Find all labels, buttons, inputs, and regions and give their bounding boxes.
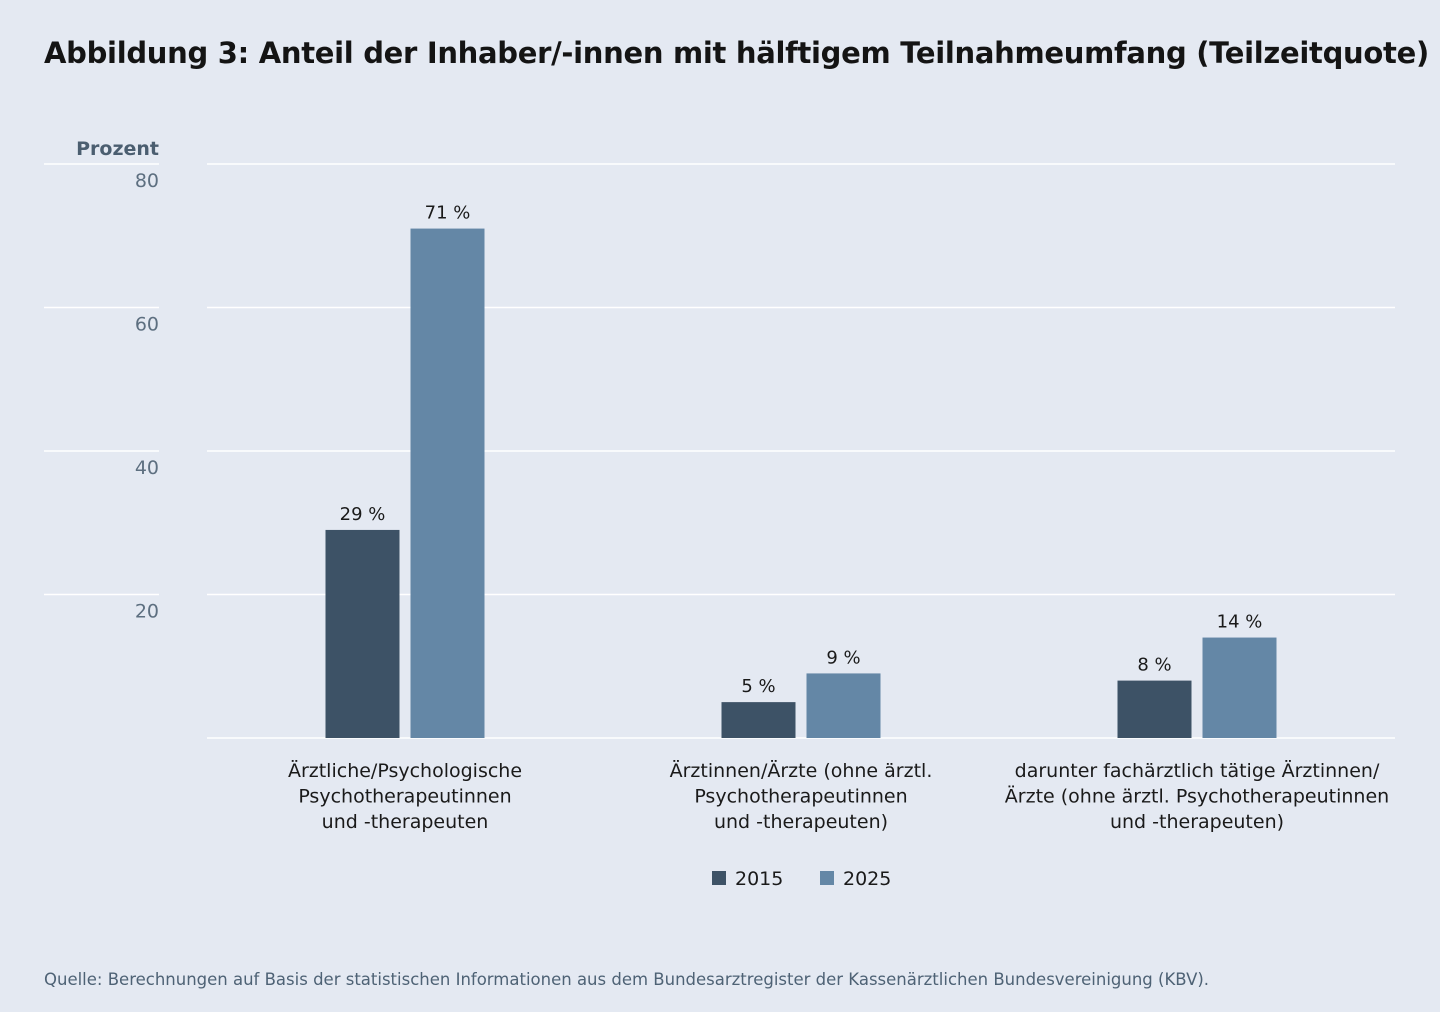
category-label: Ärztinnen/Ärzte (ohne ärztl. Psychotherap… [670,759,933,833]
chart-title: Abbildung 3: Anteil der Inhaber/-innen m… [44,36,1429,70]
legend-label: 2025 [843,868,891,890]
legend-label: 2015 [735,868,783,890]
category-label-line: darunter fachärztlich tätige Ärztinnen/ [1015,759,1380,782]
data-label: 71 % [425,203,471,224]
y-tick-label: 20 [135,601,159,623]
bar [806,673,881,738]
y-tick-label: 60 [135,314,159,336]
legend-swatch [820,871,834,885]
data-label: 14 % [1217,612,1263,633]
category-label-line: Ärztliche/Psychologische [288,759,522,782]
data-label: 8 % [1137,655,1171,676]
legend-swatch [712,871,726,885]
y-tick-label: 80 [135,170,159,192]
category-label-line: Ärztinnen/Ärzte (ohne ärztl. [670,759,933,782]
source-note: Quelle: Berechnungen auf Basis der stati… [44,970,1210,989]
y-axis-title: Prozent [76,138,159,160]
category-label-line: und -therapeuten [322,811,489,833]
bar [1117,680,1192,738]
category-label-line: Psychotherapeutinnen [694,786,907,808]
category-label-line: und -therapeuten) [1110,811,1284,833]
bar [1202,637,1277,738]
data-label: 5 % [741,676,775,697]
bar [721,702,796,738]
category-label-line: und -therapeuten) [714,811,888,833]
y-tick-label: 40 [135,457,159,479]
data-label: 9 % [826,647,860,668]
category-label-line: Ärzte (ohne ärztl. Psychotherapeutinnen [1005,785,1389,808]
category-label: darunter fachärztlich tätige Ärztinnen/Ä… [1005,759,1389,833]
data-label: 29 % [340,504,386,525]
category-label: Ärztliche/Psychologische Psychotherapeuti… [288,759,522,833]
bar [325,529,400,738]
bar [410,228,485,738]
bar-chart: 20 40 60 80 Prozent 29 % 5 % 8 % 71 % 9 % 14 % Ärzt… [44,138,1395,890]
category-label-line: Psychotherapeutinnen [298,786,511,808]
